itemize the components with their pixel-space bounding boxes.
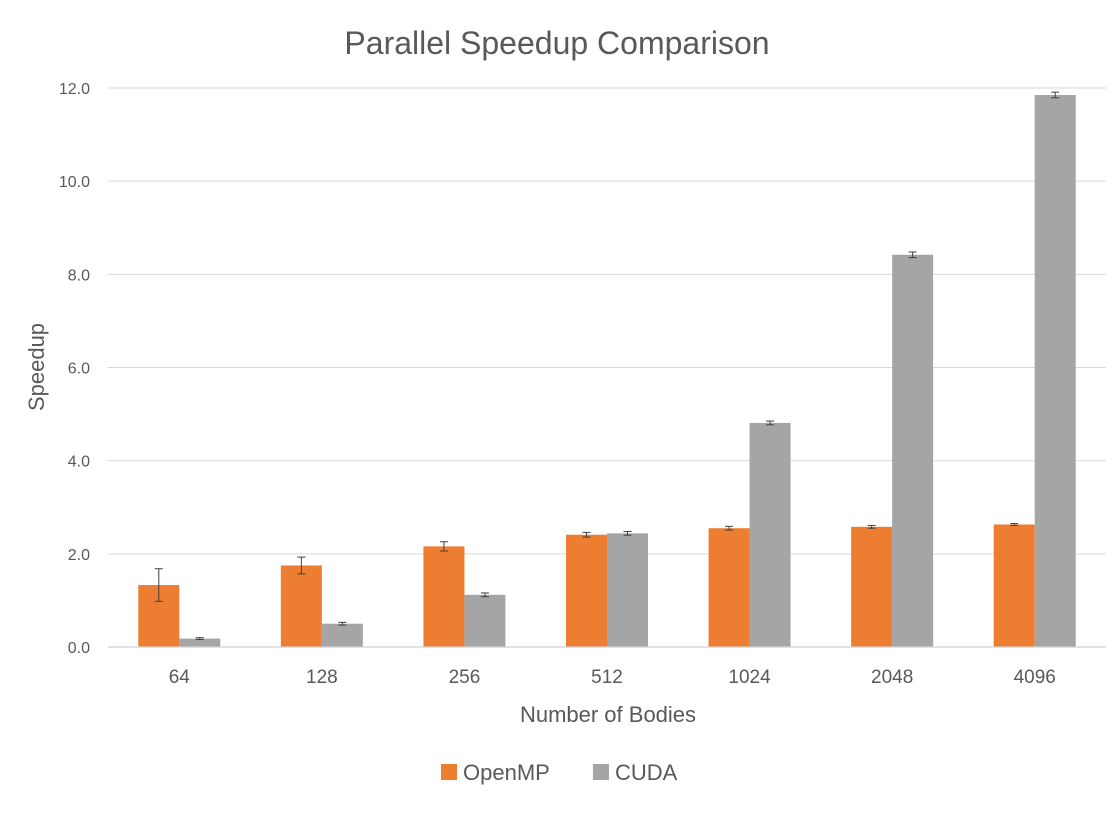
chart-title: Parallel Speedup Comparison (344, 25, 769, 61)
legend-item-cuda: CUDA (593, 760, 678, 785)
legend-label: OpenMP (463, 760, 550, 785)
bar-openmp-512 (566, 534, 607, 647)
bar-openmp-256 (423, 546, 465, 647)
error-bar-openmp-1024 (725, 525, 734, 531)
y-tick-label: 4.0 (68, 454, 90, 471)
legend-label: CUDA (615, 760, 678, 785)
bar-openmp-128 (280, 565, 322, 647)
y-tick-label: 0.0 (68, 640, 90, 657)
error-bar-cuda-4096 (1051, 91, 1060, 99)
x-tick-label: 1024 (728, 667, 771, 688)
x-tick-label: 128 (306, 667, 338, 688)
error-bar-cuda-2048 (908, 251, 917, 259)
y-tick-label: 12.0 (59, 81, 90, 98)
bar-openmp-4096 (993, 524, 1035, 647)
legend: OpenMP CUDA (441, 760, 678, 785)
bar-openmp-1024 (708, 528, 750, 647)
error-bar-openmp-2048 (867, 524, 876, 529)
x-axis-title: Number of Bodies (520, 702, 696, 727)
y-axis-title: Speedup (24, 323, 49, 411)
bar-cuda-128 (321, 623, 363, 647)
gridlines (108, 87, 1106, 555)
y-tick-label: 2.0 (68, 547, 90, 564)
error-bar-openmp-4096 (1010, 523, 1019, 526)
error-bar-openmp-512 (582, 531, 591, 538)
error-bars (154, 91, 1060, 641)
x-axis-ticks: 64 128 256 512 1024 2048 4096 (169, 667, 1056, 688)
error-bar-openmp-256 (439, 541, 448, 552)
bar-cuda-2048 (892, 254, 934, 648)
legend-swatch (441, 764, 457, 780)
bar-cuda-4096 (1034, 94, 1076, 648)
error-bar-openmp-64 (154, 568, 163, 602)
y-tick-label: 8.0 (68, 267, 90, 284)
x-tick-label: 64 (169, 667, 191, 688)
bar-cuda-64 (179, 638, 221, 647)
x-tick-label: 512 (591, 667, 623, 688)
bar-cuda-1024 (749, 422, 791, 647)
error-bar-cuda-128 (338, 621, 347, 626)
y-tick-label: 10.0 (59, 174, 90, 191)
x-tick-label: 256 (449, 667, 481, 688)
error-bar-cuda-64 (195, 637, 204, 641)
y-axis-ticks: 0.0 2.0 4.0 6.0 8.0 10.0 12.0 (59, 81, 90, 657)
legend-item-openmp: OpenMP (441, 760, 550, 785)
legend-swatch (593, 764, 609, 780)
bar-cuda-512 (607, 533, 648, 647)
x-tick-label: 2048 (871, 667, 913, 688)
y-tick-label: 6.0 (68, 361, 90, 378)
error-bar-cuda-256 (480, 592, 489, 598)
bar-openmp-2048 (851, 526, 893, 647)
bars (138, 94, 1076, 648)
x-tick-label: 4096 (1014, 667, 1056, 688)
error-bar-openmp-128 (297, 556, 306, 575)
error-bar-cuda-512 (623, 530, 632, 536)
bar-cuda-256 (464, 594, 506, 647)
error-bar-cuda-1024 (766, 420, 775, 426)
